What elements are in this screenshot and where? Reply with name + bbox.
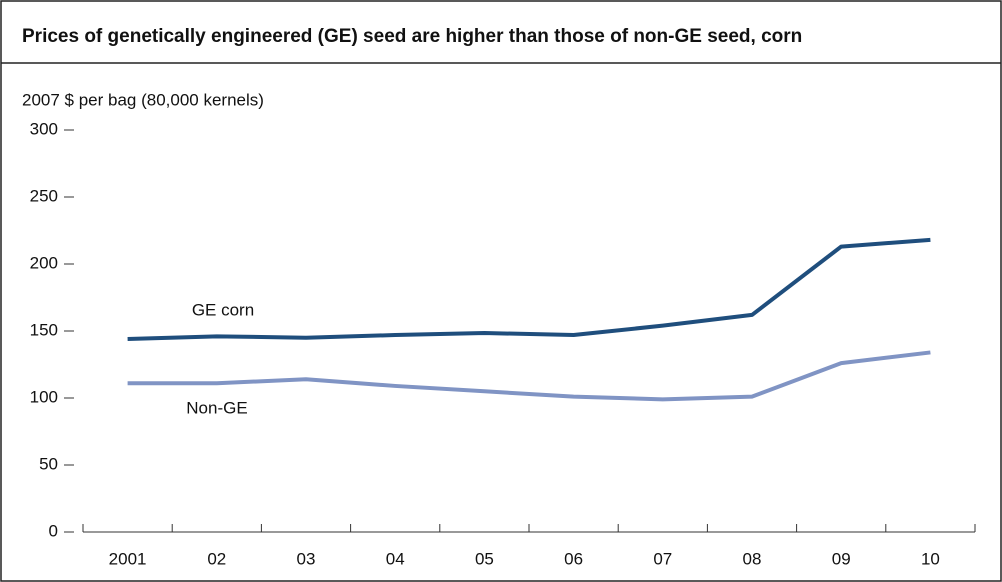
series-label: Non-GE [186,398,247,417]
x-tick-label: 08 [743,549,762,568]
chart-title: Prices of genetically engineered (GE) se… [22,26,802,47]
y-axis-label: 2007 $ per bag (80,000 kernels) [22,90,264,109]
series-line [127,237,931,342]
y-tick-label: 100 [30,387,58,406]
x-tick-label: 04 [386,549,405,568]
x-tick-label: 05 [475,549,494,568]
x-tick-label: 2001 [109,549,147,568]
y-tick-label: 200 [30,253,58,272]
y-tick-label: 0 [49,521,58,540]
y-tick-label: 150 [30,320,58,339]
x-tick-label: 02 [207,549,226,568]
y-tick-label: 50 [39,454,58,473]
x-tick-label: 03 [297,549,316,568]
y-tick-label: 300 [30,119,58,138]
y-tick-label: 250 [30,186,58,205]
x-tick-label: 09 [832,549,851,568]
x-tick-label: 10 [921,549,940,568]
x-tick-label: 06 [564,549,583,568]
series-line [127,350,931,402]
x-tick-label: 07 [653,549,672,568]
series-label: GE corn [192,300,254,319]
